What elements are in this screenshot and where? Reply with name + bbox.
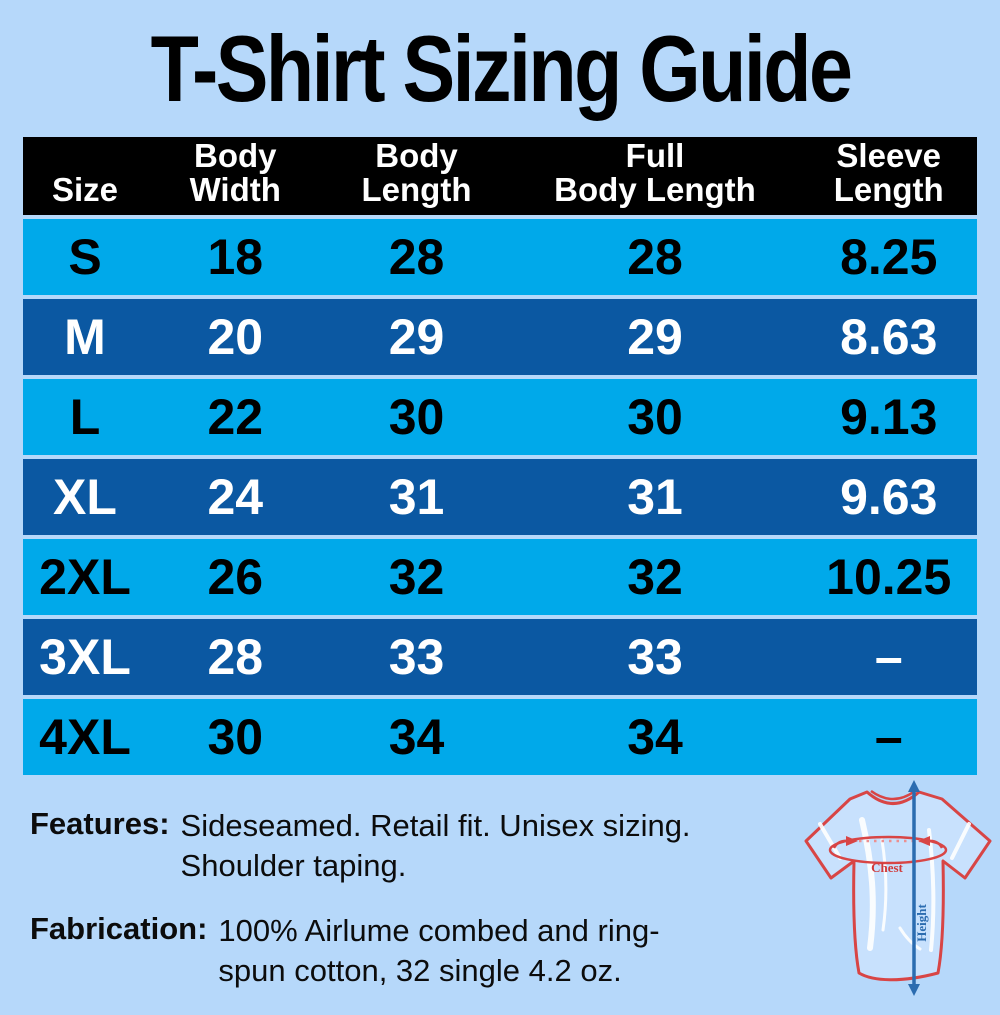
full-body-length-value: 30: [627, 389, 683, 445]
features-label: Features:: [30, 806, 170, 841]
body-length-value: 28: [388, 229, 445, 285]
fabric-highlights: [818, 817, 971, 952]
table-row-2xl: 2XL 26 32 32 10.25: [23, 539, 977, 615]
header-body-width: Body Width: [189, 136, 281, 209]
full-body-length-value: 33: [627, 629, 683, 685]
full-body-length-value: 32: [627, 549, 683, 605]
table-row-xl: XL 24 31 31 9.63: [23, 459, 977, 535]
sizing-table: Size Body Width Body Length Full Body Le…: [23, 137, 977, 779]
sleeve-length-value: 8.63: [840, 309, 938, 365]
fabrication-note: Fabrication: 100% Airlume combed and rin…: [30, 911, 691, 992]
height-arrowhead-top-icon: [908, 780, 920, 792]
size-label: XL: [53, 469, 117, 525]
height-arrowhead-bottom-icon: [908, 984, 920, 996]
header-sleeve-length: Sleeve Length: [833, 136, 944, 209]
size-label: 2XL: [39, 549, 131, 605]
table-row-l: L 22 30 30 9.13: [23, 379, 977, 455]
sleeve-length-value: 9.63: [840, 469, 938, 525]
sleeve-length-value: –: [874, 709, 903, 765]
body-width-value: 30: [207, 709, 264, 765]
sleeve-length-value: 8.25: [840, 229, 938, 285]
chest-label: Chest: [871, 860, 903, 875]
height-label: Height: [914, 904, 929, 942]
body-width-value: 22: [207, 389, 264, 445]
body-width-value: 28: [207, 629, 264, 685]
header-full-body-length: Full Body Length: [554, 136, 756, 209]
body-length-value: 31: [388, 469, 445, 525]
body-width-value: 18: [207, 229, 264, 285]
tshirt-outline-icon: [804, 790, 992, 982]
body-width-value: 26: [207, 549, 264, 605]
table-row-m: M 20 29 29 8.63: [23, 299, 977, 375]
chest-arrowhead-left-icon: [846, 836, 858, 846]
features-text: Sideseamed. Retail fit. Unisex sizing. S…: [180, 808, 691, 884]
features-note: Features: Sideseamed. Retail fit. Unisex…: [30, 806, 691, 887]
size-label: L: [69, 389, 101, 445]
body-length-value: 29: [388, 309, 445, 365]
sleeve-length-value: 10.25: [826, 549, 952, 605]
table-row-s: S 18 28 28 8.25: [23, 219, 977, 295]
body-length-value: 34: [388, 709, 445, 765]
full-body-length-value: 34: [627, 709, 683, 765]
size-label: S: [68, 229, 102, 285]
sleeve-length-value: 9.13: [840, 389, 938, 445]
collar-icon: [870, 789, 916, 801]
size-label: 3XL: [39, 629, 131, 685]
sleeve-length-value: –: [874, 629, 903, 685]
body-width-value: 20: [207, 309, 264, 365]
table-header-row: Size Body Width Body Length Full Body Le…: [23, 137, 977, 215]
body-width-value: 24: [207, 469, 264, 525]
full-body-length-value: 31: [627, 469, 683, 525]
body-length-value: 33: [388, 629, 445, 685]
table-row-3xl: 3XL 28 33 33 –: [23, 619, 977, 695]
body-length-value: 32: [388, 549, 445, 605]
fabrication-label: Fabrication:: [30, 910, 208, 946]
full-body-length-value: 29: [627, 309, 683, 365]
chest-measure-ellipse-icon: [828, 835, 948, 865]
tshirt-measurement-illustration-icon: Chest Height: [804, 780, 992, 996]
product-notes: Features: Sideseamed. Retail fit. Unisex…: [30, 806, 691, 1015]
full-body-length-value: 28: [627, 229, 683, 285]
page-title: T-Shirt Sizing Guide: [150, 16, 852, 121]
header-size: Size: [51, 171, 119, 209]
table-row-4xl: 4XL 30 34 34 –: [23, 699, 977, 775]
chest-arrowhead-right-icon: [918, 836, 930, 846]
body-length-value: 30: [388, 389, 445, 445]
size-label: 4XL: [39, 709, 131, 765]
page-header: T-Shirt Sizing Guide: [0, 0, 1000, 138]
header-body-length: Body Length: [361, 136, 472, 209]
size-label: M: [64, 309, 106, 365]
fabrication-text: 100% Airlume combed and ring- spun cotto…: [218, 912, 660, 988]
